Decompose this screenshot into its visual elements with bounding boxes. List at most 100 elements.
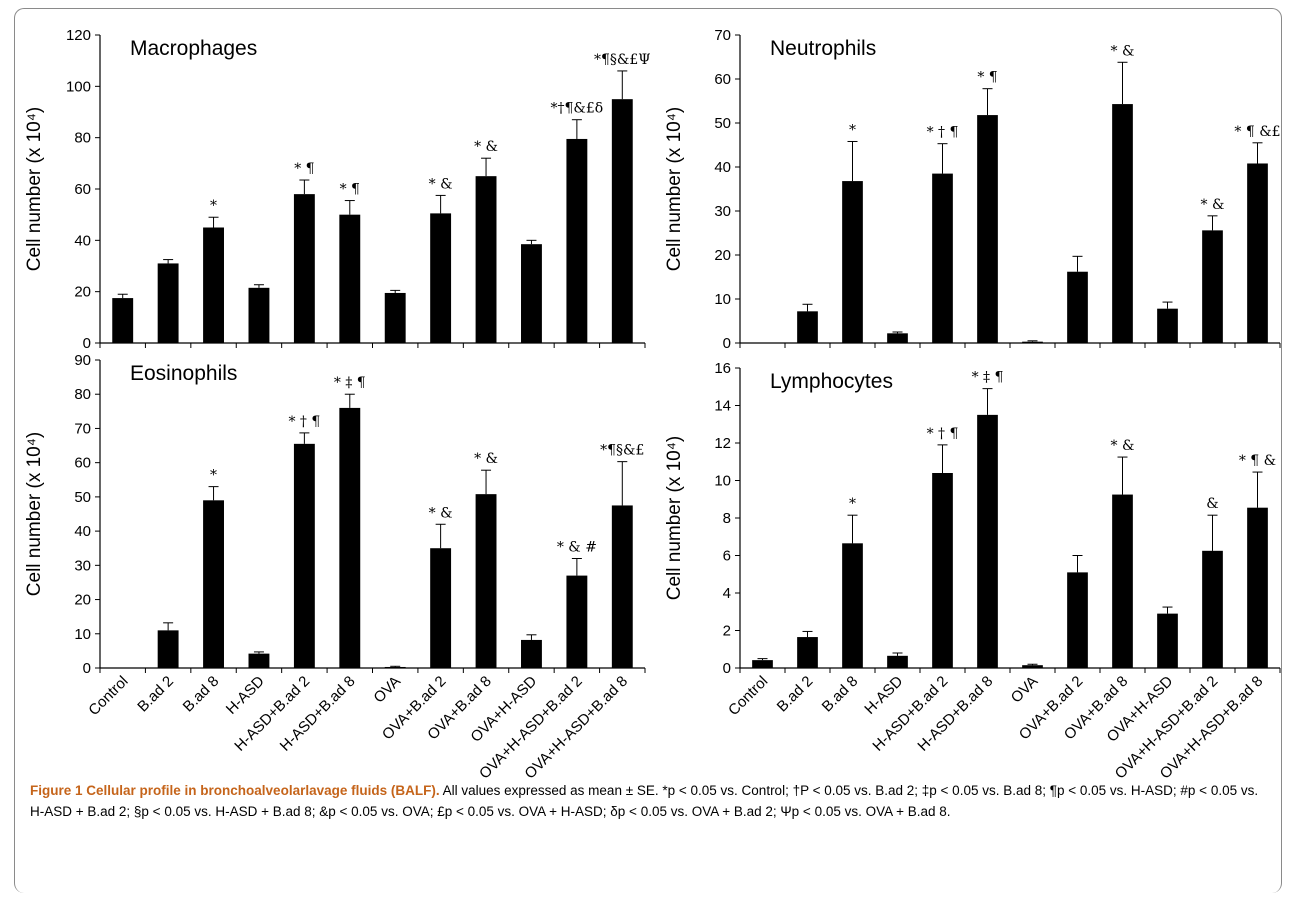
- significance-label: *†¶&£δ: [551, 101, 604, 117]
- y-tick-label: 6: [723, 548, 731, 565]
- category-label: B.ad 8: [180, 673, 223, 716]
- bar: [1247, 507, 1268, 668]
- significance-label: *¶§&£Ψ: [594, 52, 651, 68]
- significance-label: * † ¶: [288, 414, 320, 430]
- bar: [475, 176, 497, 343]
- y-axis-label: Cell number (x 10⁴): [24, 432, 45, 596]
- significance-label: *: [849, 496, 856, 512]
- bar: [932, 173, 953, 343]
- significance-label: * ¶ &: [1239, 453, 1276, 469]
- chart-panel-neutrophils: 0 10 20 30 40 50 60 70 Cell number (x 10⁴) Neutro…: [664, 27, 1281, 352]
- significance-label: *: [849, 122, 856, 138]
- bar: [797, 637, 818, 668]
- significance-label: * & #: [557, 539, 597, 555]
- y-tick-label: 20: [74, 592, 91, 609]
- y-tick-label: 0: [83, 660, 91, 677]
- significance-label: * &: [429, 505, 453, 521]
- y-tick-label: 50: [74, 489, 91, 506]
- significance-label: * † ¶: [927, 125, 959, 141]
- significance-label: * ‡ ¶: [334, 375, 366, 391]
- bar: [887, 333, 908, 343]
- y-axis-label: Cell number (x 10⁴): [664, 436, 685, 600]
- y-tick-label: 10: [714, 473, 731, 490]
- bar: [475, 494, 497, 668]
- caption-text: All values expressed as mean ± SE. *p < …: [30, 783, 1259, 819]
- figure-caption: Figure 1 Cellular profile in bronchoalve…: [30, 780, 1270, 822]
- significance-label: * &: [474, 451, 498, 467]
- bar: [1067, 271, 1088, 343]
- y-tick-label: 12: [714, 435, 731, 452]
- bar: [932, 473, 953, 668]
- chart-panel-eosinophils: 0 10 20 30 40 50 60 70 80 90 Cell number (x 10⁴) Eo…: [24, 352, 646, 780]
- bar: [521, 639, 542, 668]
- bar: [339, 214, 361, 343]
- bar: [566, 575, 588, 668]
- y-tick-label: 20: [74, 284, 91, 301]
- y-tick-label: 100: [66, 78, 91, 95]
- bar: [248, 653, 270, 668]
- panel-title: Lymphocytes: [770, 370, 893, 393]
- y-tick-label: 16: [714, 360, 731, 377]
- bar: [1112, 494, 1133, 668]
- y-tick-label: 70: [714, 27, 731, 44]
- y-tick-label: 4: [723, 585, 731, 602]
- significance-label: * ¶: [977, 70, 997, 86]
- bar: [1022, 341, 1043, 343]
- significance-label: *¶§&£: [600, 443, 644, 459]
- chart-panel-macrophages: 0 20 40 60 80 100 120 Cell number (x 10⁴) Macrop…: [24, 27, 651, 352]
- figure-frame: [14, 8, 1282, 893]
- bar: [1112, 104, 1133, 343]
- bar: [384, 666, 406, 668]
- y-axis-label: Cell number (x 10⁴): [664, 107, 685, 271]
- panel-title: Neutrophils: [770, 37, 876, 60]
- y-tick-label: 14: [714, 398, 731, 415]
- y-tick-label: 60: [714, 71, 731, 88]
- y-tick-label: 20: [714, 247, 731, 264]
- category-label: Control: [85, 673, 131, 719]
- significance-label: * &: [474, 139, 498, 155]
- y-tick-label: 60: [74, 455, 91, 472]
- bar: [521, 244, 542, 343]
- y-tick-label: 2: [723, 623, 731, 640]
- significance-label: * ‡ ¶: [972, 370, 1004, 386]
- y-tick-label: 30: [714, 203, 731, 220]
- bar: [1247, 163, 1268, 343]
- bar: [977, 115, 998, 343]
- bar: [430, 213, 452, 343]
- bar: [293, 194, 315, 343]
- bar: [1202, 550, 1223, 668]
- y-tick-label: 8: [723, 510, 731, 527]
- bar: [430, 548, 452, 668]
- category-label: H-ASD: [223, 673, 268, 718]
- y-tick-label: 40: [714, 159, 731, 176]
- bar: [842, 181, 863, 343]
- panel-title: Macrophages: [130, 37, 257, 60]
- y-tick-label: 10: [74, 626, 91, 643]
- y-tick-label: 60: [74, 181, 91, 198]
- bar: [977, 414, 998, 668]
- bar: [611, 505, 633, 668]
- bar: [887, 655, 908, 668]
- significance-label: * † ¶: [927, 426, 959, 442]
- y-tick-label: 120: [66, 27, 91, 44]
- bar: [842, 543, 863, 668]
- bar: [112, 298, 134, 343]
- y-tick-label: 40: [74, 232, 91, 249]
- bar: [157, 263, 179, 343]
- significance-label: *: [210, 198, 217, 214]
- bar: [203, 500, 224, 668]
- category-label: OVA: [1008, 673, 1042, 707]
- bar: [752, 660, 773, 668]
- significance-label: * &: [1201, 197, 1225, 213]
- category-label: B.ad 2: [134, 673, 177, 716]
- y-tick-label: 70: [74, 420, 91, 437]
- y-axis-label: Cell number (x 10⁴): [24, 107, 45, 271]
- y-tick-label: 0: [723, 335, 731, 352]
- caption-label: Figure 1: [30, 783, 83, 798]
- significance-label: * &: [1111, 438, 1135, 454]
- y-tick-label: 0: [723, 660, 731, 677]
- bar: [1202, 230, 1223, 343]
- bar: [1067, 572, 1088, 668]
- significance-label: * &: [1111, 43, 1135, 59]
